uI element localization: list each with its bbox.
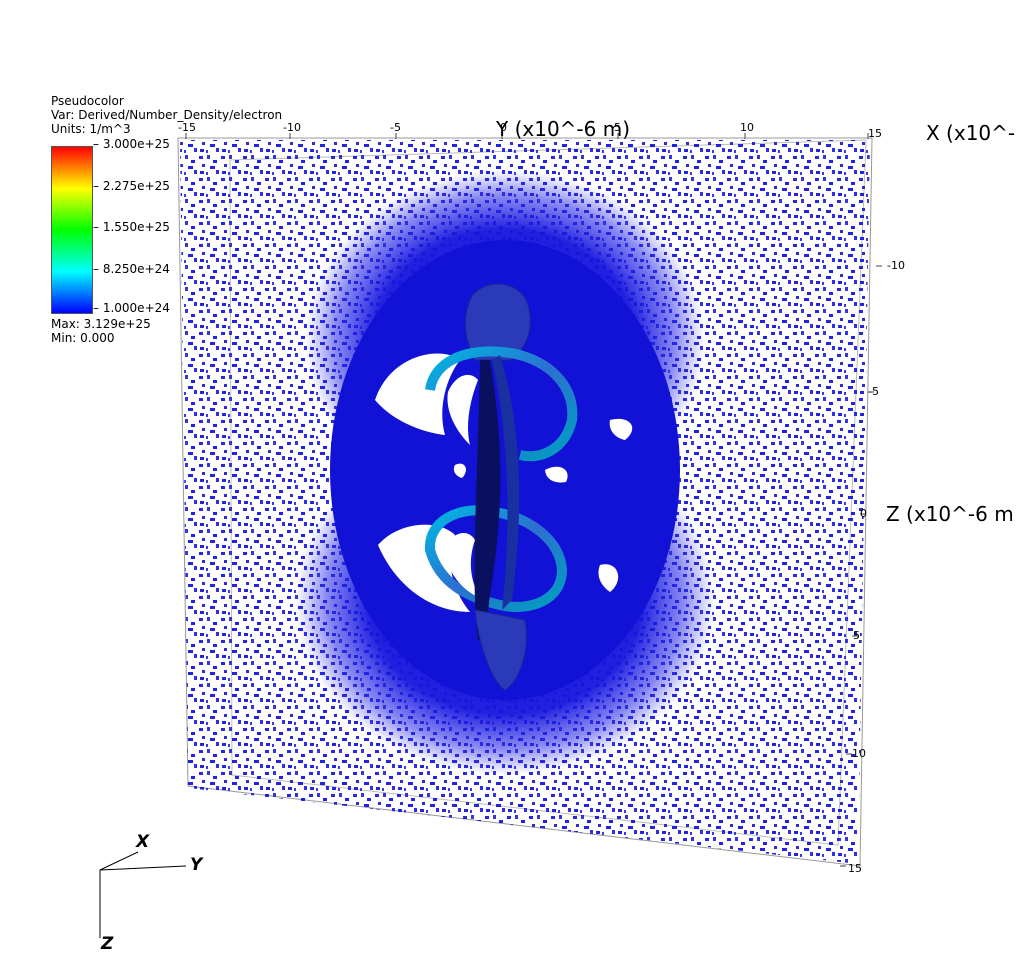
right-tick-label: -5 [868, 385, 879, 398]
legend-min: Min: 0.000 [51, 331, 115, 345]
top-tick-label: 15 [868, 127, 882, 140]
orientation-triad [99, 851, 187, 938]
right-tick-label: 5 [853, 629, 860, 642]
color-bar-tick-3: – 1.550e+25 [93, 220, 170, 234]
color-bar-tick-2: – 2.275e+25 [93, 179, 170, 193]
color-bar-tick-4: – 8.250e+24 [93, 262, 170, 276]
right-tick-label: 15 [848, 862, 862, 875]
color-bar-tick-5: – 1.000e+24 [93, 301, 170, 315]
legend-variable: Var: Derived/Number_Density/electron [51, 108, 283, 122]
top-axis-ticks [185, 133, 869, 139]
triad-y-label: Y [190, 855, 203, 875]
top-tick-label: -15 [178, 121, 196, 134]
color-bar [51, 146, 93, 314]
z-axis-title: Z (x10^-6 m [886, 502, 1014, 526]
legend-max: Max: 3.129e+25 [51, 317, 151, 331]
right-tick-label: 10 [852, 747, 866, 760]
top-tick-label: 10 [740, 121, 754, 134]
top-tick-label: 5 [614, 121, 621, 134]
legend-plot-type: Pseudocolor [51, 94, 124, 108]
top-tick-label: -10 [283, 121, 301, 134]
top-tick-label: -5 [390, 121, 401, 134]
x-axis-title: X (x10^- [926, 121, 1016, 145]
color-bar-tick-1: – 3.000e+25 [93, 137, 170, 151]
legend-units: Units: 1/m^3 [51, 122, 131, 136]
isosurface [424, 283, 578, 691]
triad-x-label: X [136, 832, 150, 852]
right-axis-ticks [840, 265, 882, 867]
y-axis-title: Y (x10^-6 m) [496, 117, 631, 141]
triad-z-label: Z [101, 934, 114, 954]
right-tick-label: 0 [860, 507, 867, 520]
right-tick-label: -10 [887, 259, 905, 272]
top-tick-label: 0 [500, 121, 507, 134]
